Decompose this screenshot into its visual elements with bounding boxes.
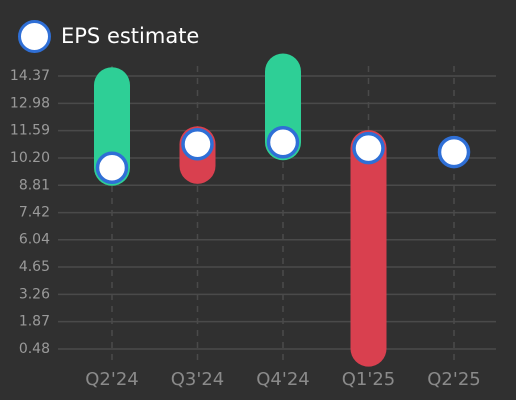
x-category-label: Q1'25 (342, 369, 395, 390)
miss-bar (350, 130, 387, 367)
marker-layer (95, 125, 471, 185)
x-category-label: Q3'24 (171, 369, 224, 390)
estimate-marker[interactable] (266, 125, 300, 159)
x-category-label: Q2'24 (85, 369, 138, 390)
y-tick-label: 1.87 (19, 314, 50, 330)
legend: EPS estimate (18, 18, 199, 54)
y-tick-label: 4.65 (19, 259, 50, 275)
y-tick-label: 10.20 (10, 150, 50, 166)
estimate-marker[interactable] (352, 131, 385, 165)
estimate-marker[interactable] (95, 151, 129, 185)
label-layer: 0.48 1.87 3.26 4.65 6.04 7.42 8.81 10.20 11.59 12… (10, 68, 481, 390)
bar-layer (94, 53, 387, 367)
estimate-marker[interactable] (437, 135, 471, 169)
estimate-marker[interactable] (181, 127, 214, 161)
y-tick-label: 11.59 (10, 123, 50, 139)
y-tick-label: 7.42 (19, 205, 50, 221)
legend-marker-icon (18, 19, 51, 53)
y-tick-label: 8.81 (19, 177, 50, 193)
x-category-label: Q4'24 (256, 369, 309, 390)
y-tick-label: 6.04 (19, 232, 50, 248)
y-tick-label: 14.37 (10, 68, 50, 84)
legend-label: EPS estimate (61, 24, 200, 48)
y-tick-label: 0.48 (19, 341, 50, 357)
y-tick-label: 12.98 (10, 95, 50, 111)
y-tick-label: 3.26 (19, 286, 50, 302)
x-category-label: Q2'25 (427, 369, 480, 390)
